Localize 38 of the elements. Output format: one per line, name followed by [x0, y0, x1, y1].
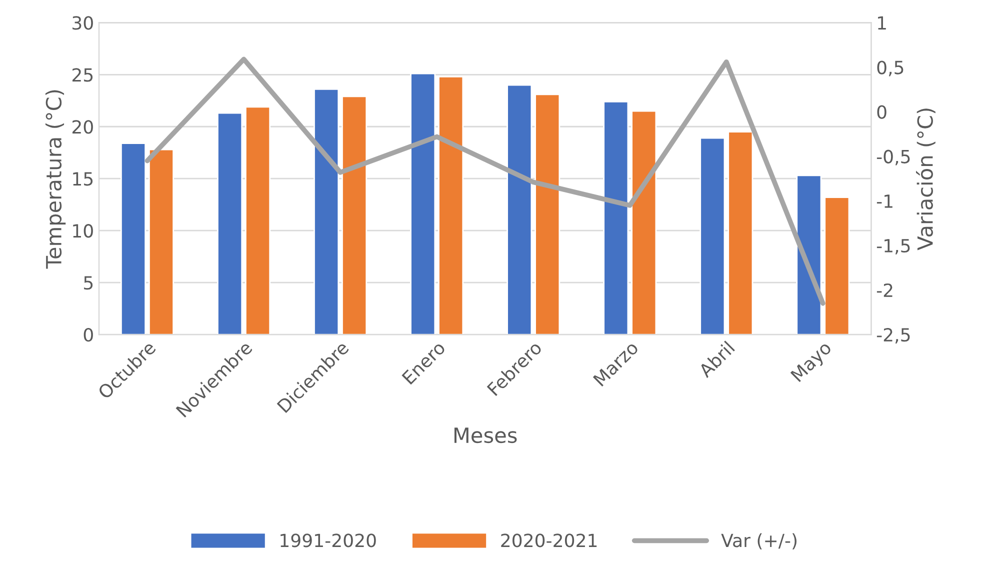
- bar: [217, 112, 243, 335]
- bar: [245, 106, 271, 335]
- bar: [700, 137, 726, 335]
- bar: [342, 96, 368, 335]
- y2-axis-title: Variación (°C): [916, 108, 936, 250]
- y-tick-label: 15: [73, 172, 93, 186]
- y2-tick-label: -2: [876, 283, 892, 297]
- line-series: [144, 56, 826, 306]
- x-axis-title: Meses: [454, 428, 517, 444]
- bar: [410, 72, 436, 335]
- legend-label: 1991-2020: [280, 534, 376, 548]
- y-tick-label: 0: [84, 328, 93, 342]
- bar: [631, 110, 657, 335]
- legend-label: 2020-2021: [501, 534, 597, 548]
- y2-tick-label: -0,5: [876, 150, 910, 166]
- bar: [728, 131, 754, 335]
- y2-tick-label: 1: [878, 16, 886, 30]
- legend-label: Var (+/-): [721, 533, 796, 550]
- y-tick-label: 25: [72, 68, 93, 82]
- y2-tick-label: -1: [876, 194, 892, 208]
- bar: [534, 94, 560, 335]
- y2-tick-label: 0: [877, 105, 886, 119]
- bar: [603, 100, 629, 335]
- bar: [796, 174, 822, 335]
- bar: [438, 76, 464, 335]
- bar: [148, 148, 174, 335]
- y-tick-label: 20: [72, 120, 93, 134]
- y2-tick-label: -1,5: [876, 239, 910, 254]
- bar: [824, 196, 850, 335]
- y2-tick-label: 0,5: [877, 60, 904, 76]
- y-tick-label: 5: [84, 276, 93, 290]
- bar: [120, 142, 146, 335]
- y-axis-title: Temperatura (°C): [45, 90, 66, 269]
- y-tick-label: 10: [73, 224, 93, 238]
- bar: [314, 88, 340, 335]
- y-tick-label: 30: [72, 16, 93, 30]
- bar: [506, 84, 532, 335]
- y2-tick-label: -2,5: [876, 328, 910, 344]
